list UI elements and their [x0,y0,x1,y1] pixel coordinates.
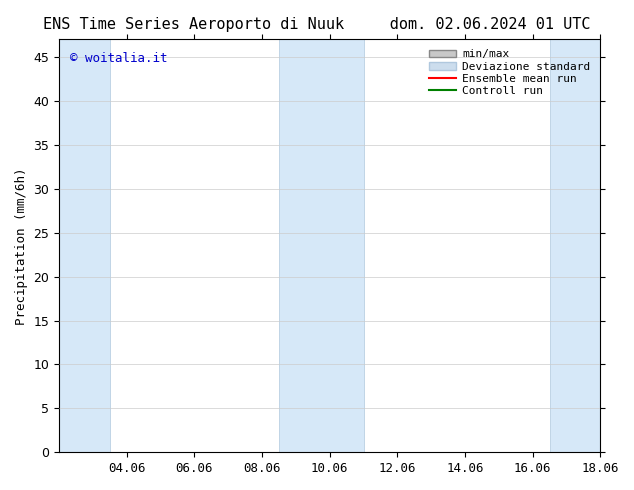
Legend: min/max, Deviazione standard, Ensemble mean run, Controll run: min/max, Deviazione standard, Ensemble m… [424,45,595,100]
Y-axis label: Precipitation (mm/6h): Precipitation (mm/6h) [15,167,28,324]
Text: © woitalia.it: © woitalia.it [70,52,167,65]
Bar [59,40,110,452]
Bar [550,40,600,452]
Bar [279,40,363,452]
Text: ENS Time Series Aeroporto di Nuuk     dom. 02.06.2024 01 UTC: ENS Time Series Aeroporto di Nuuk dom. 0… [43,17,591,32]
